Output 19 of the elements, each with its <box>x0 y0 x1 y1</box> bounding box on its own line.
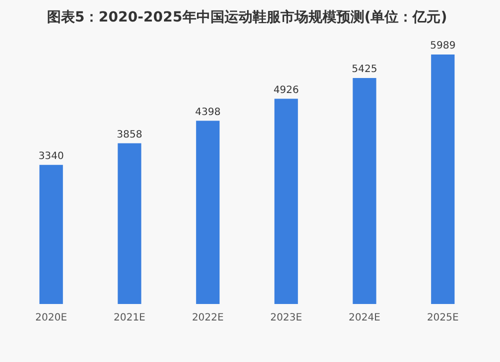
bar <box>274 98 298 304</box>
x-tick-label: 2020E <box>35 312 68 324</box>
bar <box>431 54 455 304</box>
bar <box>352 78 376 304</box>
data-label: 3340 <box>38 150 64 162</box>
data-label: 3858 <box>116 129 142 140</box>
data-label: 4398 <box>195 106 221 118</box>
x-tick-label: 2021E <box>114 312 146 324</box>
data-label: 4926 <box>273 84 299 96</box>
bar <box>118 143 142 304</box>
bar <box>39 164 63 304</box>
x-tick-label: 2022E <box>192 312 224 324</box>
chart-title: 图表5：2020-2025年中国运动鞋服市场规模预测(单位：亿元) <box>46 8 448 26</box>
data-label: 5989 <box>430 40 456 52</box>
bar <box>196 120 220 304</box>
x-tick-label: 2024E <box>348 312 380 324</box>
x-tick-label: 2023E <box>270 312 302 324</box>
x-tick-label: 2025E <box>426 312 459 324</box>
data-label: 5425 <box>352 64 378 75</box>
